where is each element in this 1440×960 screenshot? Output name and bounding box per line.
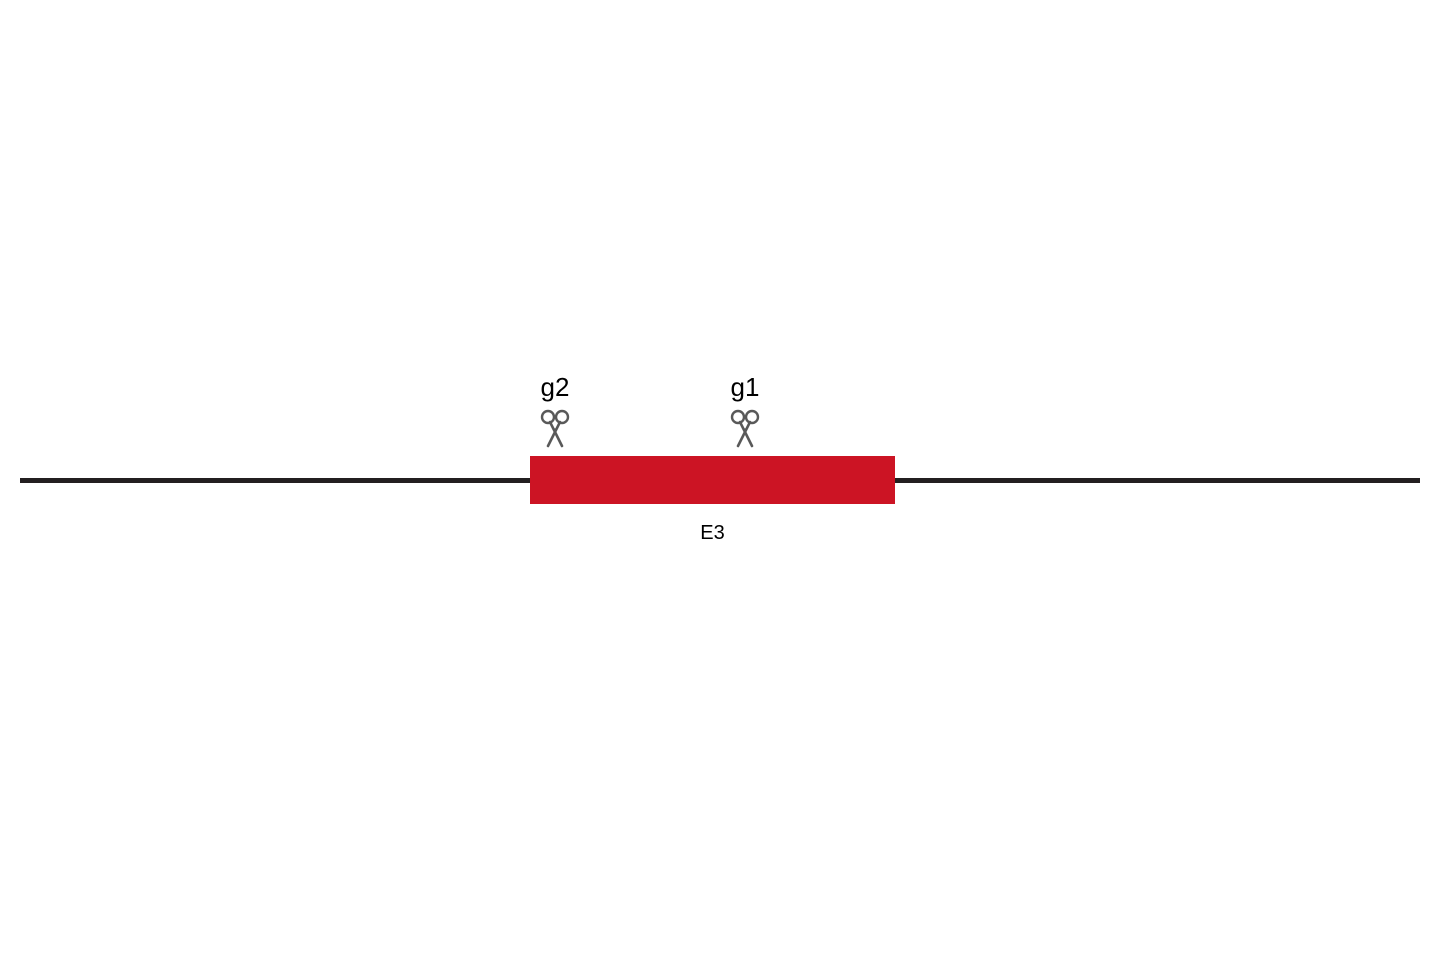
exon-label: E3	[683, 522, 743, 545]
guide-label-g1: g1	[715, 372, 775, 403]
scissors-icon	[725, 408, 765, 448]
guide-label-g2: g2	[525, 372, 585, 403]
gene-line-left	[20, 478, 530, 483]
gene-line-right	[895, 478, 1420, 483]
exon-box	[530, 456, 895, 504]
scissors-icon	[535, 408, 575, 448]
